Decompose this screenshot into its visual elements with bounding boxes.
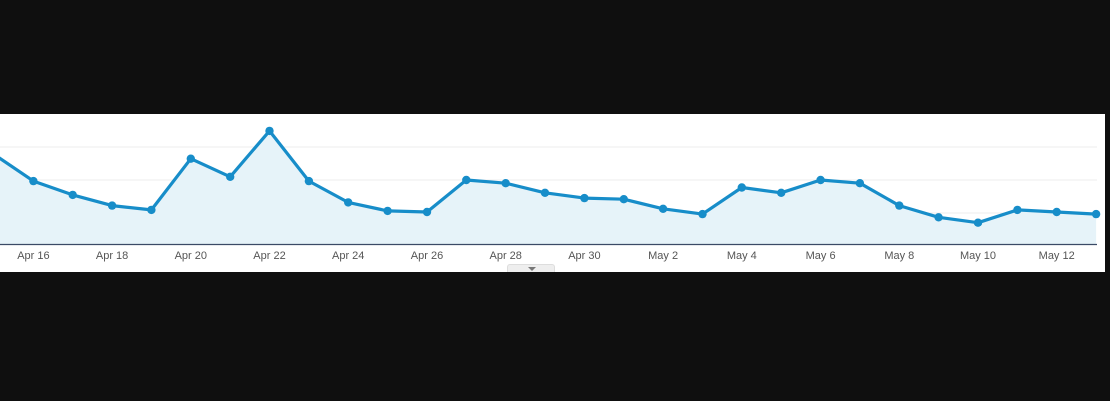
data-points: [29, 126, 1101, 227]
chart-resize-handle[interactable]: [507, 264, 555, 272]
x-tick-label: Apr 20: [175, 250, 207, 262]
data-point[interactable]: [816, 175, 825, 185]
chevron-down-icon: [528, 267, 536, 271]
data-point[interactable]: [973, 218, 983, 227]
data-point[interactable]: [698, 209, 707, 219]
data-point[interactable]: [147, 205, 156, 215]
series-area-fill: [0, 130, 1097, 244]
x-axis-ticks: Apr 16 Apr 18 Apr 20 Apr 22 Apr 24 Apr 26 Apr …: [17, 250, 1075, 262]
x-tick-label: Apr 22: [253, 250, 285, 262]
data-point[interactable]: [383, 206, 392, 216]
x-tick-label: Apr 28: [489, 250, 521, 262]
x-tick-label: Apr 26: [411, 250, 443, 262]
data-point[interactable]: [580, 193, 589, 203]
data-point[interactable]: [1052, 207, 1061, 217]
data-point[interactable]: [422, 207, 432, 217]
data-point[interactable]: [934, 213, 943, 222]
data-point[interactable]: [29, 176, 38, 186]
data-point[interactable]: [68, 190, 77, 200]
line-chart: Apr 16 Apr 18 Apr 20 Apr 22 Apr 24 Apr 26 Apr …: [0, 126, 1101, 262]
data-point[interactable]: [737, 183, 746, 192]
x-tick-label: May 4: [727, 250, 757, 262]
data-point[interactable]: [540, 188, 550, 197]
chart-panel: Apr 16 Apr 18 Apr 20 Apr 22 Apr 24 Apr 26 Apr …: [0, 114, 1105, 272]
x-tick-label: Apr 30: [568, 250, 600, 262]
data-point[interactable]: [777, 188, 786, 197]
x-tick-label: Apr 24: [332, 250, 364, 262]
data-point[interactable]: [501, 179, 510, 188]
data-point[interactable]: [304, 176, 314, 186]
x-tick-label: May 8: [884, 250, 914, 262]
x-tick-label: Apr 18: [96, 250, 128, 262]
data-point[interactable]: [186, 154, 195, 163]
data-point[interactable]: [1091, 209, 1101, 219]
x-tick-label: Apr 16: [17, 250, 49, 262]
data-point[interactable]: [855, 179, 865, 188]
data-point[interactable]: [1013, 205, 1022, 215]
data-point[interactable]: [265, 126, 274, 136]
data-point[interactable]: [344, 198, 353, 207]
x-tick-label: May 2: [648, 250, 678, 262]
x-tick-label: May 12: [1039, 250, 1075, 262]
data-point[interactable]: [462, 175, 471, 185]
data-point[interactable]: [226, 172, 235, 181]
data-point[interactable]: [658, 204, 668, 213]
data-point[interactable]: [895, 201, 904, 210]
data-point[interactable]: [619, 195, 628, 204]
data-point[interactable]: [107, 201, 117, 210]
x-tick-label: May 10: [960, 250, 996, 262]
window-edge: [1105, 114, 1110, 272]
x-tick-label: May 6: [806, 250, 836, 262]
